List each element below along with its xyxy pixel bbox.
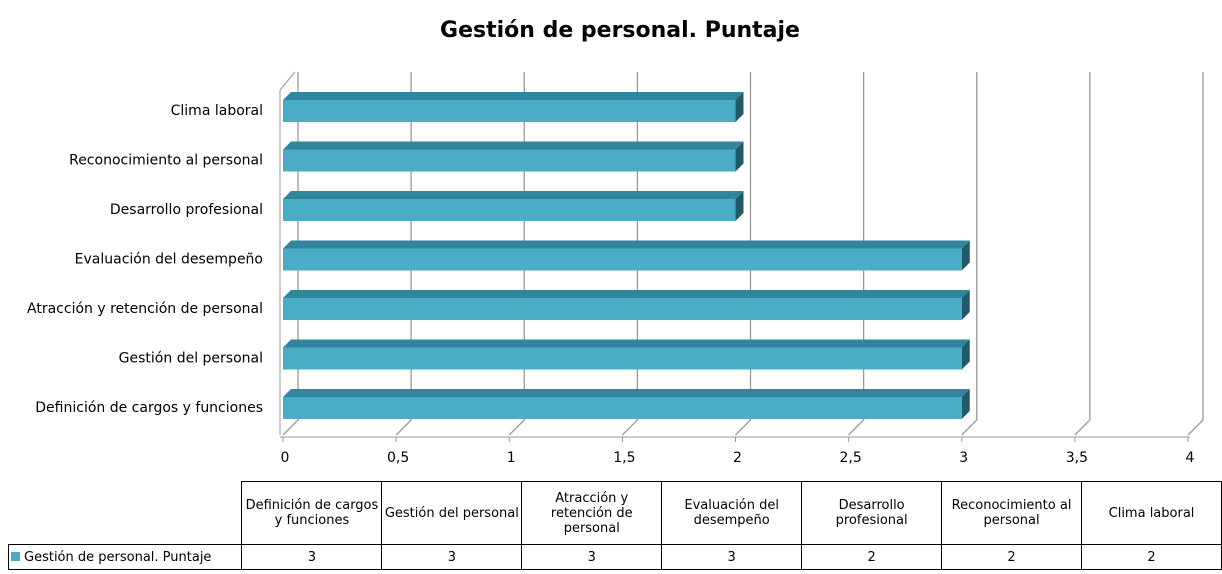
bar-top [283, 191, 744, 199]
y-tick-label: Desarrollo profesional [110, 202, 263, 218]
table-header: Reconocimiento al personal [941, 481, 1083, 545]
legend-entry: Gestión de personal. Puntaje [7, 544, 243, 570]
x-tick-label: 1 [507, 450, 516, 466]
legend-label: Gestión de personal. Puntaje [24, 549, 212, 565]
bar-side [735, 92, 744, 122]
bar-top [283, 290, 970, 298]
x-tick-label: 3,5 [1066, 450, 1088, 466]
y-tick-label: Gestión del personal [119, 351, 263, 367]
table-header: Gestión del personal [381, 481, 523, 545]
y-tick-label: Atracción y retención de personal [27, 301, 263, 317]
grid-line [735, 72, 752, 436]
chart: Gestión de personal. Puntaje 0 0,5 1 1,5 2 2,… [27, 18, 1204, 466]
bar [283, 199, 736, 221]
bar-top [283, 339, 970, 348]
bar-side [961, 339, 970, 370]
table-header: Definición de cargos y funciones [241, 481, 383, 545]
table-header: Clima laboral [1081, 481, 1222, 545]
bar-top [283, 141, 744, 150]
x-tick-label: 0 [281, 450, 290, 466]
bar [283, 100, 736, 122]
bar [283, 248, 962, 271]
bar [283, 149, 736, 172]
left-wall-top [279, 71, 296, 91]
bar-side [735, 141, 744, 172]
table-value: 3 [661, 544, 803, 570]
y-tick-label: Evaluación del desempeño [75, 252, 263, 268]
table-value: 2 [1081, 544, 1222, 570]
table-header: Atracción y retención de personal [521, 481, 663, 545]
y-tick-label: Clima laboral [171, 103, 263, 119]
bar-side [961, 290, 970, 320]
bar-top [283, 92, 744, 100]
table-header: Evaluación del desempeño [661, 481, 803, 545]
grid-line [848, 72, 865, 436]
bar [283, 298, 962, 320]
x-tick-label: 1,5 [613, 450, 635, 466]
x-tick-label: 2,5 [839, 450, 861, 466]
table-value-row: Gestión de personal. Puntaje 3 3 3 3 2 2 2 [7, 544, 1222, 570]
table-header-row: Definición de cargos y funciones Gestión … [8, 481, 1222, 545]
x-tick-label: 0,5 [387, 450, 409, 466]
grid-line [1074, 72, 1091, 436]
bar [283, 347, 962, 370]
x-tick-label: 2 [733, 450, 742, 466]
table-corner [8, 481, 243, 545]
grid-line [961, 72, 978, 436]
table-value: 3 [241, 544, 383, 570]
bar-top [283, 240, 970, 249]
table-value: 3 [521, 544, 663, 570]
x-tick-label: 3 [959, 450, 968, 466]
bar-side [735, 191, 744, 221]
grid-line [395, 72, 412, 436]
y-tick-label: Definición de cargos y funciones [35, 400, 263, 416]
grid-line [1187, 72, 1204, 436]
grid-line [508, 72, 525, 436]
table-value: 2 [941, 544, 1083, 570]
x-tick-label: 4 [1186, 450, 1195, 466]
y-tick-label: Reconocimiento al personal [69, 153, 263, 169]
grid-line [621, 72, 639, 436]
legend-swatch [11, 551, 20, 561]
bar-top [283, 389, 970, 397]
table-value: 3 [381, 544, 523, 570]
bar-side [961, 240, 970, 271]
bar [283, 397, 962, 419]
chart-title: Gestión de personal. Puntaje [440, 18, 800, 43]
data-table: Definición de cargos y funciones Gestión … [7, 481, 1222, 570]
grid-line [282, 72, 299, 436]
table-header: Desarrollo profesional [801, 481, 943, 545]
bar-side [961, 389, 970, 419]
table-value: 2 [801, 544, 943, 570]
